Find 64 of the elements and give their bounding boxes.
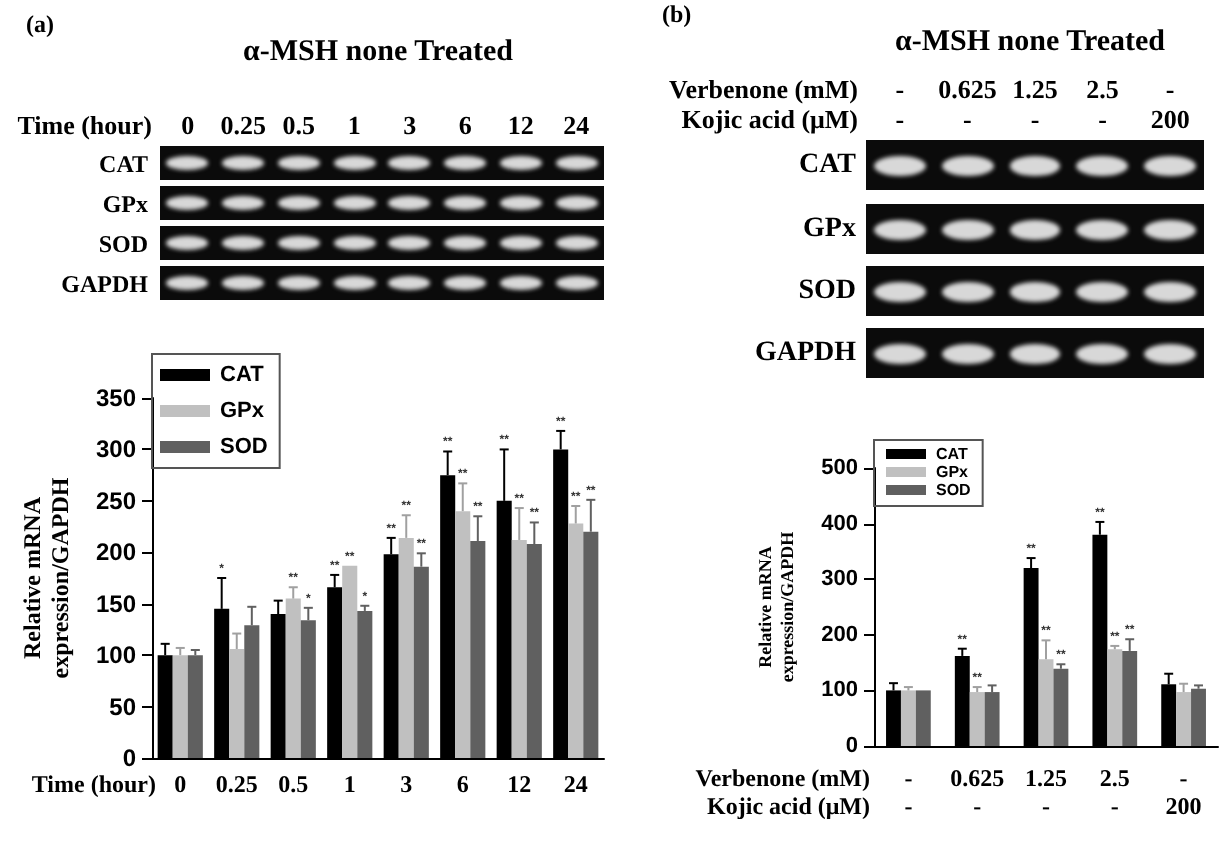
x-tick-label: 0.5 xyxy=(278,770,309,798)
y-axis-title: Relative mRNA expression/GAPDH xyxy=(755,531,797,683)
y-tick-label: 0 xyxy=(122,744,137,772)
x-tick-label: 3 xyxy=(400,770,413,798)
legend-label: GPx xyxy=(220,399,266,423)
category-label: 1 xyxy=(347,110,361,140)
y-axis-title: Relative mRNA expression/GAPDH xyxy=(18,476,75,679)
category-label: 0.625 - xyxy=(938,74,997,134)
x-tick-label: - 200 xyxy=(1165,764,1202,820)
category-label: - 200 xyxy=(1150,74,1190,134)
text: SOD xyxy=(98,229,148,257)
x-tick-label: 0 xyxy=(174,770,187,798)
category-label: 2.5 - xyxy=(1086,74,1119,134)
x-tick-label: 24 xyxy=(563,770,588,798)
text: (a) xyxy=(26,10,54,38)
y-tick-label: 250 xyxy=(95,486,137,515)
category-label: 0.5 xyxy=(282,110,315,140)
x-tick-label: 0.25 xyxy=(215,770,258,798)
text: Time (hour) xyxy=(17,110,152,140)
x-tick-label: 6 xyxy=(456,770,469,798)
legend-label: GPx xyxy=(936,463,970,481)
x-tick-label: 2.5 - xyxy=(1099,764,1130,820)
x-tick-label: 12 xyxy=(507,770,532,798)
x-tick-label: - - xyxy=(904,764,913,820)
x-tick-label: 1 xyxy=(343,770,356,798)
x-axis-title: Time (hour) xyxy=(31,770,157,798)
category-label: 24 xyxy=(563,110,590,140)
text: GAPDH xyxy=(754,337,856,367)
text: GPx xyxy=(803,213,856,243)
chart-title: α-MSH none Treated xyxy=(242,36,514,68)
category-label: 0.25 xyxy=(220,110,266,140)
text: (b) xyxy=(662,0,692,28)
text: GPx xyxy=(102,189,148,217)
text: Verbenone (mM) Kojic acid (μM) xyxy=(669,74,858,134)
y-tick-label: 200 xyxy=(95,538,137,567)
y-tick-label: 150 xyxy=(95,589,137,618)
category-label: - - xyxy=(895,74,905,134)
chart-title: α-MSH none Treated xyxy=(894,26,1166,58)
category-label: 1.25 - xyxy=(1012,74,1058,134)
y-tick-label: 0 xyxy=(845,734,858,758)
y-tick-label: 50 xyxy=(109,692,137,721)
category-label: 3 xyxy=(403,110,417,140)
y-tick-label: 300 xyxy=(821,567,858,592)
y-tick-label: 300 xyxy=(95,435,137,464)
legend-label: SOD xyxy=(936,481,972,499)
legend-label: CAT xyxy=(936,445,968,463)
category-label: 6 xyxy=(458,110,472,140)
legend-label: SOD xyxy=(220,435,268,459)
y-tick-label: 100 xyxy=(821,678,858,703)
text: CAT xyxy=(99,149,148,177)
text: SOD xyxy=(798,275,856,305)
x-tick-label: 0.625 - xyxy=(950,764,1005,820)
y-tick-label: 400 xyxy=(821,511,858,536)
text: GAPDH xyxy=(61,269,148,297)
legend-label: CAT xyxy=(220,363,265,387)
y-tick-label: 500 xyxy=(821,456,858,480)
y-tick-label: 200 xyxy=(821,622,858,647)
x-axis-title: Verbenone (mM) Kojic acid (μM) xyxy=(695,764,870,820)
y-tick-label: 350 xyxy=(95,384,137,412)
y-tick-label: 100 xyxy=(95,641,137,670)
category-label: 12 xyxy=(507,110,534,140)
text: CAT xyxy=(798,149,856,179)
x-tick-label: 1.25 - xyxy=(1025,764,1067,820)
category-label: 0 xyxy=(181,110,195,140)
